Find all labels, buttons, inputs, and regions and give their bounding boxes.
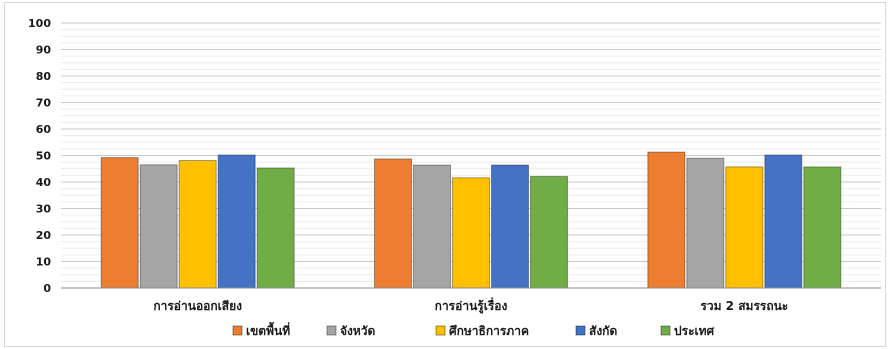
- legend-swatch: [660, 325, 671, 336]
- bar-5-2: [530, 175, 568, 289]
- bar-5-1: [256, 167, 295, 289]
- bar-2-2: [413, 164, 451, 289]
- y-tick-label: 50: [36, 150, 52, 163]
- bar-2-1: [139, 164, 178, 289]
- bar-3-1: [178, 160, 217, 289]
- y-tick-label: 60: [36, 123, 52, 136]
- legend-swatch: [435, 325, 446, 336]
- y-tick-label: 20: [36, 229, 52, 242]
- bar-3-3: [725, 166, 764, 289]
- bar-1-3: [647, 151, 686, 289]
- bar-4-2: [491, 164, 529, 289]
- bar-5-3: [803, 166, 842, 289]
- category-labels: การอ่านออกเสียง การอ่านรู้เรื่อง รวม 2 สมร…: [153, 297, 788, 314]
- chart-frame: 0 10 20 30 40 50 60 70 80 90 100 การอ่านออกเสียง กา…: [4, 2, 886, 347]
- legend-swatch: [575, 325, 586, 336]
- category-label: รวม 2 สมรรถนะ: [700, 299, 788, 313]
- legend-label: ประเทศ: [674, 324, 715, 338]
- bar-3-2: [452, 177, 490, 289]
- bar-1-2: [374, 158, 412, 289]
- legend-label: ศึกษาธิการภาค: [449, 324, 529, 338]
- y-tick-label: 70: [36, 97, 52, 110]
- y-tick-label: 10: [36, 256, 52, 269]
- legend-label: สังกัด: [589, 324, 617, 338]
- bar-1-1: [100, 157, 139, 289]
- y-tick-label: 80: [36, 70, 52, 83]
- y-tick-label: 40: [36, 176, 52, 189]
- bar-2-3: [686, 157, 725, 289]
- legend: เขตพื้นที่ จังหวัด ศึกษาธิการภาค สังกัด ประเ…: [232, 321, 715, 338]
- y-axis-ticks: 0 10 20 30 40 50 60 70 80 90 100: [28, 17, 51, 295]
- category-label: การอ่านรู้เรื่อง: [435, 297, 508, 314]
- y-tick-label: 30: [36, 203, 52, 216]
- legend-swatch: [232, 325, 243, 336]
- bar-4-3: [764, 154, 803, 289]
- y-tick-label: 100: [28, 17, 51, 30]
- bar-4-1: [217, 154, 256, 289]
- legend-label: จังหวัด: [340, 324, 376, 338]
- y-tick-label: 0: [43, 282, 51, 295]
- y-tick-label: 90: [36, 44, 52, 57]
- legend-label: เขตพื้นที่: [246, 321, 290, 338]
- category-label: การอ่านออกเสียง: [153, 299, 242, 313]
- legend-swatch: [326, 325, 337, 336]
- bars: [100, 151, 842, 289]
